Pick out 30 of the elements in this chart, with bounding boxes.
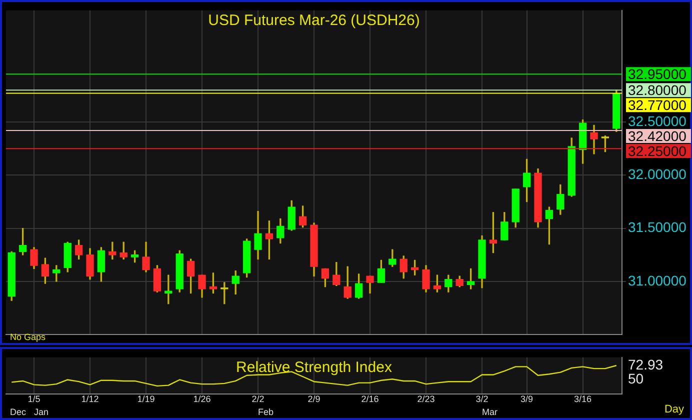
y-tick-label: 31.00000 bbox=[628, 272, 687, 288]
y-tick-label: 50 bbox=[628, 370, 644, 387]
y-tick-label: 32.00000 bbox=[628, 166, 687, 182]
x-tick-label: 2/2 bbox=[252, 394, 264, 404]
text: Mar bbox=[482, 406, 498, 417]
x-tick-label: 2/23 bbox=[417, 394, 435, 404]
x-tick-label: 1/19 bbox=[137, 394, 155, 404]
x-tick-label: 2/9 bbox=[308, 394, 320, 404]
text: Dec bbox=[10, 406, 27, 417]
y-tick-label: 72.93 bbox=[628, 356, 664, 372]
x-tick-label: 1/26 bbox=[193, 394, 211, 404]
x-tick-label: 3/16 bbox=[574, 394, 592, 404]
ref-line-label: 32.95000 bbox=[628, 66, 687, 82]
ref-line-label: 32.77000 bbox=[628, 96, 687, 113]
text: Day bbox=[664, 404, 684, 416]
ref-line-label: 32.25000 bbox=[628, 142, 687, 159]
x-tick-label: 1/12 bbox=[81, 394, 99, 404]
y-tick-label: 32.50000 bbox=[628, 112, 687, 129]
annotation: No Gaps bbox=[10, 332, 46, 342]
text: Jan bbox=[34, 406, 49, 417]
ref-line-label: 32.42000 bbox=[628, 128, 687, 144]
chart-title: USD Futures Mar-26 (USDH26) bbox=[208, 12, 420, 30]
ref-line-label: 32.80000 bbox=[628, 82, 687, 98]
x-tick-label: 3/2 bbox=[476, 394, 488, 404]
y-tick-label: 31.50000 bbox=[628, 219, 687, 236]
x-tick-label: 2/16 bbox=[361, 394, 379, 404]
text: Feb bbox=[258, 406, 274, 417]
x-tick-label: 1/5 bbox=[28, 394, 40, 404]
x-tick-label: 3/9 bbox=[520, 394, 534, 404]
chart-title: Relative Strength Index bbox=[236, 359, 392, 376]
